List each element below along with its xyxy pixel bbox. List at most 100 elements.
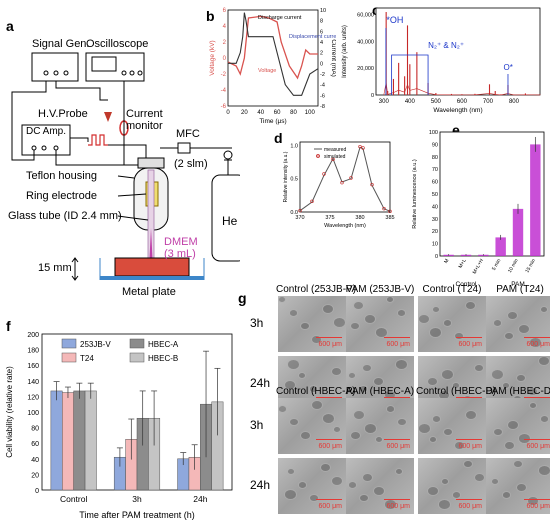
cell-shape [518, 324, 530, 334]
micrograph-image: 600 μm [486, 296, 550, 352]
x-tick-label: 20 [241, 110, 248, 116]
waveform-chart: 0 20 40 60 80 100 -6 -4 -2 0 2 4 6 -8 -6 -4 -2 0 2 4 6 8 10 Tim… [209, 8, 336, 125]
cell-shape [359, 494, 369, 503]
scale-bar [316, 438, 342, 440]
cell-shape [333, 426, 341, 433]
x-tick-label: 375 [325, 215, 334, 221]
panel-b-label: b [206, 8, 215, 24]
micrograph-title: PAM (HBEC-A) [345, 386, 415, 397]
cell-shape [373, 377, 384, 387]
legend-swatch-2 [129, 338, 145, 349]
x-axis-label: Time after PAM treatment (h) [79, 510, 195, 520]
annotation-displacement: Displacement current [289, 34, 336, 40]
cell-shape [289, 309, 298, 317]
y-axis-label: Relative luminescence (a.u.) [412, 159, 418, 229]
micrograph-title: Control (HBEC-A) [276, 386, 356, 397]
scale-bar-label: 600 μm [526, 503, 550, 510]
cell-shape [322, 304, 334, 314]
x-tick-label: M+L [458, 258, 468, 270]
y-tick-label: 0 [435, 254, 438, 260]
cell-shape [348, 372, 356, 379]
micrograph-image: 600 μm [278, 458, 346, 514]
cell-shape [463, 460, 473, 469]
cell-shape [298, 372, 306, 379]
y-tick-label: 60 [31, 441, 39, 448]
x-tick-label: 80 [290, 110, 297, 116]
row-label: 3h [250, 316, 264, 330]
voltage-line [227, 15, 318, 80]
cell-shape [513, 460, 523, 469]
cell-shape [474, 364, 484, 373]
x-tick-label: 700 [483, 99, 494, 105]
scale-bar-label: 600 μm [318, 443, 343, 450]
simulated-point [370, 182, 374, 187]
signal-gen-label: Signal Gen. [32, 38, 90, 50]
gap-label: 15 mm [38, 262, 72, 274]
cell-shape [278, 405, 287, 413]
y-axis-label: Intensity (arb. units) [342, 25, 348, 78]
micrograph-image: 600 μm [278, 398, 346, 454]
legend-label-0: 253JB-V [80, 340, 111, 349]
panel-a-label: a [6, 18, 14, 34]
spectrum-baseline [383, 82, 541, 96]
y-left-tick-label: -4 [221, 88, 227, 94]
cell-shape [540, 415, 549, 423]
x-tick-label: 600 [457, 99, 468, 105]
panel-d-label: d [274, 130, 283, 146]
micrograph-image: 600 μm [346, 398, 414, 454]
cell-shape [491, 369, 504, 380]
glass-label: Glass tube (ID 2.4 mm) [8, 210, 122, 222]
cell-shape [502, 491, 511, 499]
cell-shape [427, 377, 438, 387]
scale-bar-label: 600 μm [458, 443, 483, 450]
emission-spectrum-chart: 300 400 500 600 700 800 0 20,000 40,000 60,000 Wav… [342, 7, 541, 114]
scale-bar-label: 600 μm [526, 341, 550, 348]
x-tick-label: 0 [226, 110, 230, 116]
cell-shape [418, 314, 430, 324]
micrograph-title: PAM (HBEC-D) [485, 386, 550, 397]
y-tick-label: 30 [432, 217, 438, 223]
simulated-point [298, 208, 302, 213]
cell-shape [529, 402, 537, 409]
cell-shape [309, 385, 318, 393]
cell-shape [540, 306, 548, 313]
legend-swatch-0 [61, 338, 77, 349]
row-label: 24h [250, 478, 271, 492]
legend-simulated: simulated [324, 154, 346, 160]
cell-shape [353, 301, 364, 311]
y-right-tick-label: 6 [320, 29, 323, 35]
cell-shape [507, 420, 519, 430]
group-label-pam: PAM [511, 281, 525, 288]
y-right-tick-label: -4 [320, 83, 325, 89]
x-tick-label: 370 [295, 215, 304, 221]
current-monitor-label: Current monitor [126, 108, 163, 132]
micrograph-image: 600 μm [278, 296, 346, 352]
micrograph-image: 600 μm [418, 458, 486, 514]
y-left-tick-label: 2 [223, 40, 227, 46]
x-tick-label: Control [60, 494, 88, 504]
cell-shape [441, 478, 449, 485]
cell-shape [331, 476, 343, 486]
simulated-point [382, 206, 386, 211]
x-tick-label: 380 [355, 215, 364, 221]
x-tick-label: 400 [405, 99, 416, 105]
x-tick-label: 300 [379, 99, 390, 105]
cell-shape [289, 418, 299, 427]
y-tick-label: 100 [27, 410, 39, 417]
group-label-control: Control [456, 281, 478, 288]
cell-shape [348, 481, 357, 489]
bar [512, 208, 524, 256]
micrograph-title: PAM (253JB-V) [345, 284, 415, 295]
cell-shape [311, 400, 323, 410]
cell-shape [320, 463, 331, 473]
micrograph-title: Control (253JB-V) [276, 284, 357, 295]
y-right-tick-label: -6 [320, 93, 325, 99]
cell-shape [474, 473, 485, 483]
annotation-oh: *OH [386, 15, 403, 25]
cell-shape [438, 499, 451, 510]
simulated-point [340, 180, 344, 185]
cell-shape [465, 301, 476, 311]
y-left-tick-label: -2 [221, 72, 227, 78]
cell-shape [375, 327, 388, 338]
y-tick-label: 70 [432, 167, 438, 173]
